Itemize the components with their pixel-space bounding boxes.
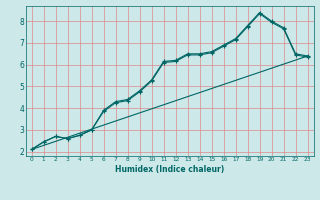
X-axis label: Humidex (Indice chaleur): Humidex (Indice chaleur) — [115, 165, 224, 174]
